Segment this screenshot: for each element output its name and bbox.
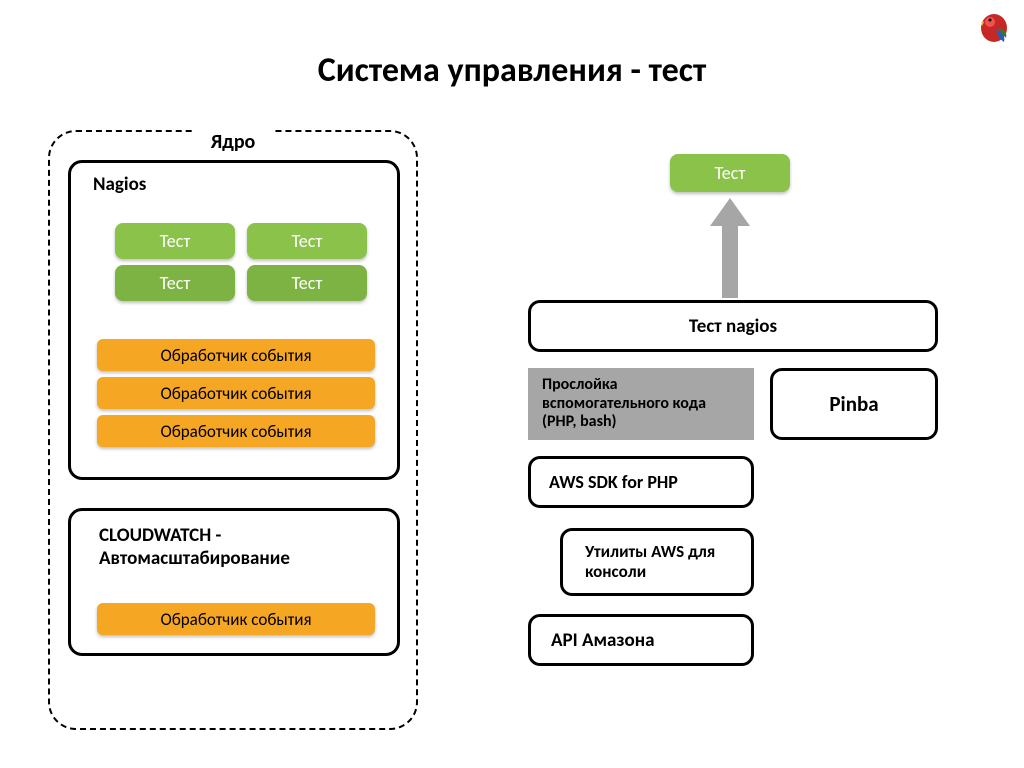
- aws-cli-box: Утилиты AWS для консоли: [560, 528, 754, 596]
- cloudwatch-box: CLOUDWATCH - Автомасштабирование Обработ…: [68, 508, 400, 656]
- pinba-label: Pinba: [829, 391, 878, 417]
- handler-label: Обработчик события: [160, 345, 311, 366]
- test-label: Тест: [160, 230, 191, 252]
- helper-layer-box: Прослойка вспомогательного кода (PHP, ba…: [528, 368, 754, 440]
- nagios-box: Nagios Тест Тест Тест Тест Обработчик со…: [68, 160, 400, 480]
- test-pill: Тест: [115, 265, 235, 301]
- nagios-test-box: Тест nagios: [528, 300, 938, 352]
- aws-sdk-box: AWS SDK for PHP: [528, 456, 754, 508]
- handler-bar: Обработчик события: [97, 339, 375, 371]
- aws-cli-label: Утилиты AWS для консоли: [585, 542, 735, 583]
- api-box: API Амазона: [528, 614, 754, 666]
- api-label: API Амазона: [551, 629, 655, 652]
- test-top-label: Тест: [715, 162, 746, 184]
- handler-label: Обработчик события: [160, 383, 311, 404]
- helper-layer-label: Прослойка вспомогательного кода (PHP, ba…: [542, 376, 732, 431]
- core-label: Ядро: [193, 130, 274, 154]
- pinba-box: Pinba: [770, 368, 938, 440]
- cloudwatch-label: CLOUDWATCH - Автомасштабирование: [99, 525, 379, 571]
- handler-bar: Обработчик события: [97, 377, 375, 409]
- test-label: Тест: [160, 272, 191, 294]
- nagios-test-label: Тест nagios: [689, 315, 777, 338]
- nagios-label: Nagios: [93, 173, 146, 196]
- slide-title: Система управления - тест: [0, 50, 1024, 91]
- test-label: Тест: [292, 272, 323, 294]
- handler-label: Обработчик события: [160, 609, 311, 630]
- test-pill: Тест: [247, 265, 367, 301]
- aws-sdk-label: AWS SDK for PHP: [549, 471, 678, 493]
- test-label: Тест: [292, 230, 323, 252]
- core-container: Ядро Nagios Тест Тест Тест Тест Обработч…: [48, 130, 418, 730]
- handler-bar: Обработчик события: [97, 415, 375, 447]
- handler-label: Обработчик события: [160, 421, 311, 442]
- arrow-up-icon: [706, 198, 754, 303]
- test-pill: Тест: [115, 223, 235, 259]
- test-top-pill: Тест: [670, 154, 790, 192]
- handler-bar: Обработчик события: [97, 603, 375, 635]
- test-pill: Тест: [247, 223, 367, 259]
- parrot-icon: [976, 8, 1012, 44]
